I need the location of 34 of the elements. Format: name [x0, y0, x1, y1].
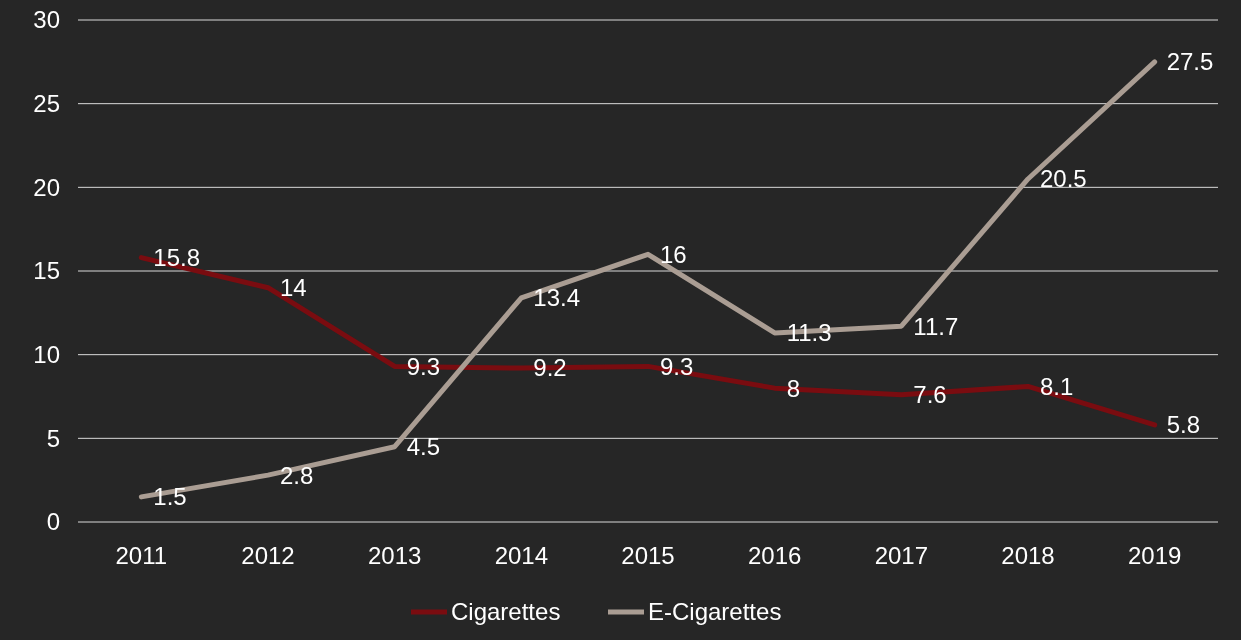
y-tick-label: 0 — [46, 508, 60, 536]
data-label: 8 — [786, 374, 801, 402]
data-label: 9.3 — [660, 352, 694, 380]
x-tick-label: 2017 — [874, 542, 929, 569]
x-tick-label: 2012 — [241, 542, 295, 569]
data-label: 8.1 — [1040, 372, 1074, 400]
x-tick-label: 2015 — [621, 542, 675, 569]
data-label: 4.5 — [406, 433, 441, 461]
x-tick-label: 2013 — [367, 542, 422, 569]
y-tick-label: 5 — [46, 424, 60, 452]
x-tick-label: 2018 — [1001, 542, 1055, 569]
data-label: 13.4 — [533, 284, 581, 312]
x-tick-label: 2016 — [747, 542, 802, 569]
y-tick-label: 20 — [33, 173, 60, 201]
y-tick-label: 15 — [33, 257, 60, 285]
legend-label: E-Cigarettes — [648, 598, 782, 626]
y-tick-label: 10 — [33, 341, 60, 369]
data-label: 11.7 — [913, 312, 959, 340]
x-tick-label: 2014 — [494, 542, 549, 569]
data-label: 15.8 — [153, 244, 201, 272]
y-tick-label: 25 — [33, 90, 60, 118]
data-label: 9.3 — [406, 352, 441, 380]
data-label: 7.6 — [913, 381, 947, 409]
data-label: 16 — [660, 240, 687, 268]
data-label: 27.5 — [1166, 48, 1214, 76]
x-tick-label: 2011 — [115, 542, 168, 569]
data-label: 2.8 — [280, 461, 314, 489]
data-label: 9.2 — [533, 354, 567, 382]
data-label: 20.5 — [1040, 165, 1087, 193]
y-tick-label: 30 — [33, 6, 60, 34]
data-label: 5.8 — [1166, 411, 1201, 439]
data-label: 14 — [280, 274, 307, 302]
x-tick-label: 2019 — [1127, 542, 1182, 569]
legend-label: Cigarettes — [451, 598, 561, 626]
